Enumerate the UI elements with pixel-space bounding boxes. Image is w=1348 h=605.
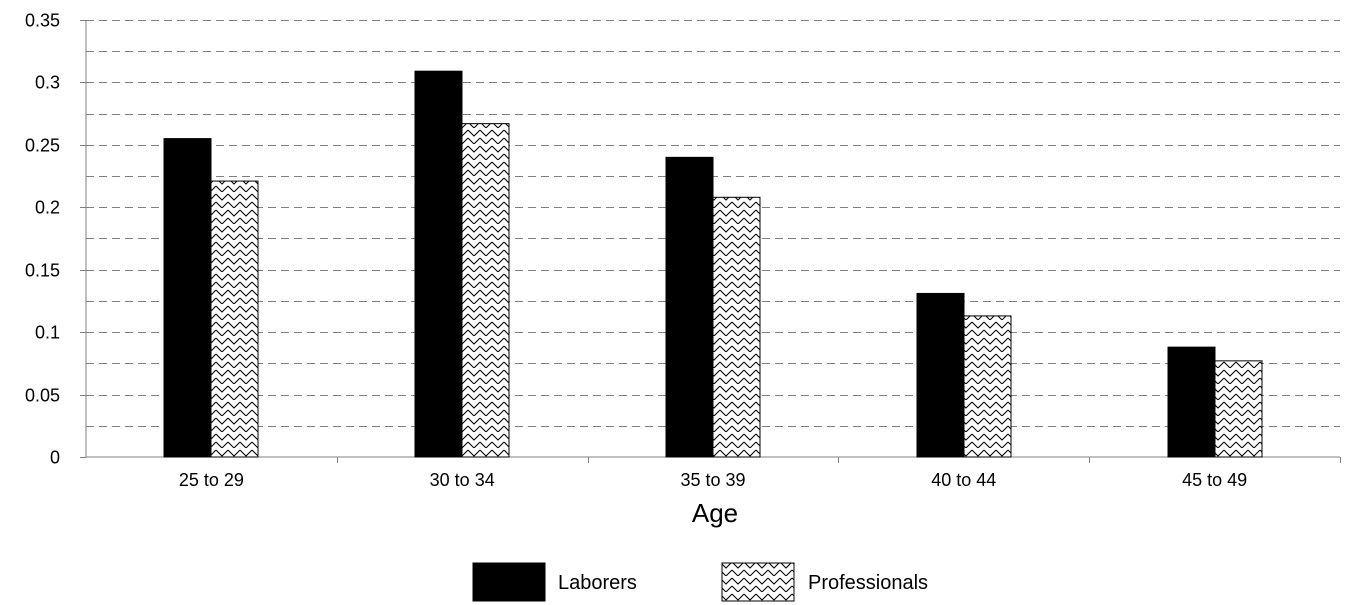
bar-professionals-40-to-44 xyxy=(963,315,1012,458)
x-tick-labels: 25 to 29 30 to 34 35 to 39 40 to 44 45 to 49 xyxy=(179,457,1341,490)
x-axis-title: Age xyxy=(692,498,738,528)
y-tick-label: 0.2 xyxy=(35,198,60,218)
legend-label-professionals: Professionals xyxy=(808,572,928,594)
bar-professionals-30-to-34 xyxy=(461,123,510,458)
y-tick-label: 0.3 xyxy=(35,73,60,93)
bar-professionals-25-to-29 xyxy=(210,180,259,458)
legend-swatch-laborers xyxy=(472,562,546,602)
x-tick-label: 25 to 29 xyxy=(179,470,244,490)
legend: Laborers Professionals xyxy=(472,562,928,602)
bar-laborers-25-to-29 xyxy=(163,138,212,458)
y-tick-label: 0.35 xyxy=(25,11,60,31)
bar-laborers-45-to-49 xyxy=(1167,346,1216,458)
legend-label-laborers: Laborers xyxy=(558,572,637,594)
bar-laborers-40-to-44 xyxy=(916,292,965,458)
x-tick-label: 40 to 44 xyxy=(931,470,996,490)
y-tick-labels: 0 0.05 0.1 0.15 0.2 0.25 0.3 0.35 xyxy=(25,11,86,468)
bar-professionals-45-to-49 xyxy=(1214,360,1263,458)
x-tick-label: 30 to 34 xyxy=(430,470,495,490)
bar-professionals-35-to-39 xyxy=(712,196,761,458)
y-tick-label: 0.1 xyxy=(35,323,60,343)
legend-swatch-professionals xyxy=(721,562,795,602)
bar-laborers-35-to-39 xyxy=(665,156,714,458)
x-tick-label: 45 to 49 xyxy=(1182,470,1247,490)
y-tick-label: 0.05 xyxy=(25,386,60,406)
y-tick-label: 0.25 xyxy=(25,136,60,156)
x-tick-label: 35 to 39 xyxy=(680,470,745,490)
y-tick-label: 0 xyxy=(50,448,60,468)
bar-laborers-30-to-34 xyxy=(414,70,463,458)
bars xyxy=(163,70,1263,458)
y-tick-label: 0.15 xyxy=(25,261,60,281)
